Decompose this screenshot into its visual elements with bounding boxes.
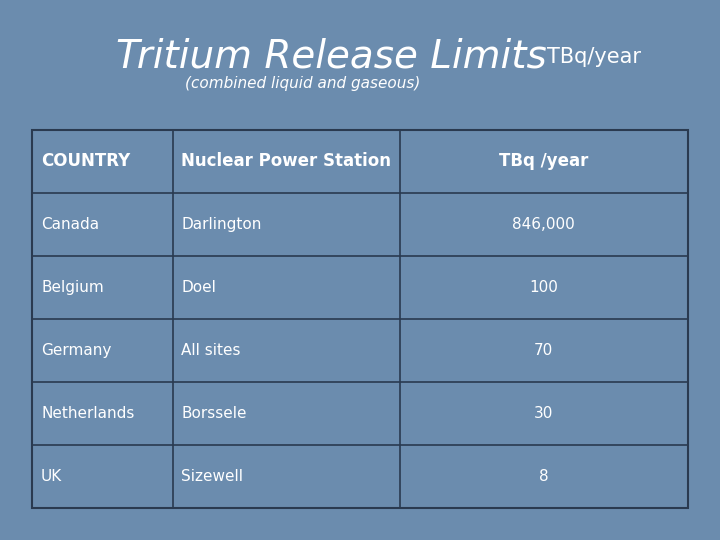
Text: TBq /year: TBq /year [499, 152, 588, 170]
Text: Germany: Germany [41, 342, 112, 357]
Text: Tritium Release Limits: Tritium Release Limits [116, 38, 546, 76]
Text: TBq/year: TBq/year [547, 46, 642, 67]
Bar [32, 130, 688, 508]
Text: 70: 70 [534, 342, 553, 357]
Text: Doel: Doel [181, 280, 216, 295]
Text: 846,000: 846,000 [512, 217, 575, 232]
Text: All sites: All sites [181, 342, 241, 357]
Text: Borssele: Borssele [181, 406, 247, 421]
Text: 8: 8 [539, 469, 549, 484]
Text: COUNTRY: COUNTRY [41, 152, 130, 170]
Text: Canada: Canada [41, 217, 99, 232]
Text: 100: 100 [529, 280, 558, 295]
Text: Belgium: Belgium [41, 280, 104, 295]
Text: 30: 30 [534, 406, 553, 421]
Text: UK: UK [41, 469, 63, 484]
Text: Nuclear Power Station: Nuclear Power Station [181, 152, 392, 170]
Text: Sizewell: Sizewell [181, 469, 243, 484]
Text: (combined liquid and gaseous): (combined liquid and gaseous) [185, 76, 420, 91]
Text: Darlington: Darlington [181, 217, 262, 232]
Text: Netherlands: Netherlands [41, 406, 135, 421]
